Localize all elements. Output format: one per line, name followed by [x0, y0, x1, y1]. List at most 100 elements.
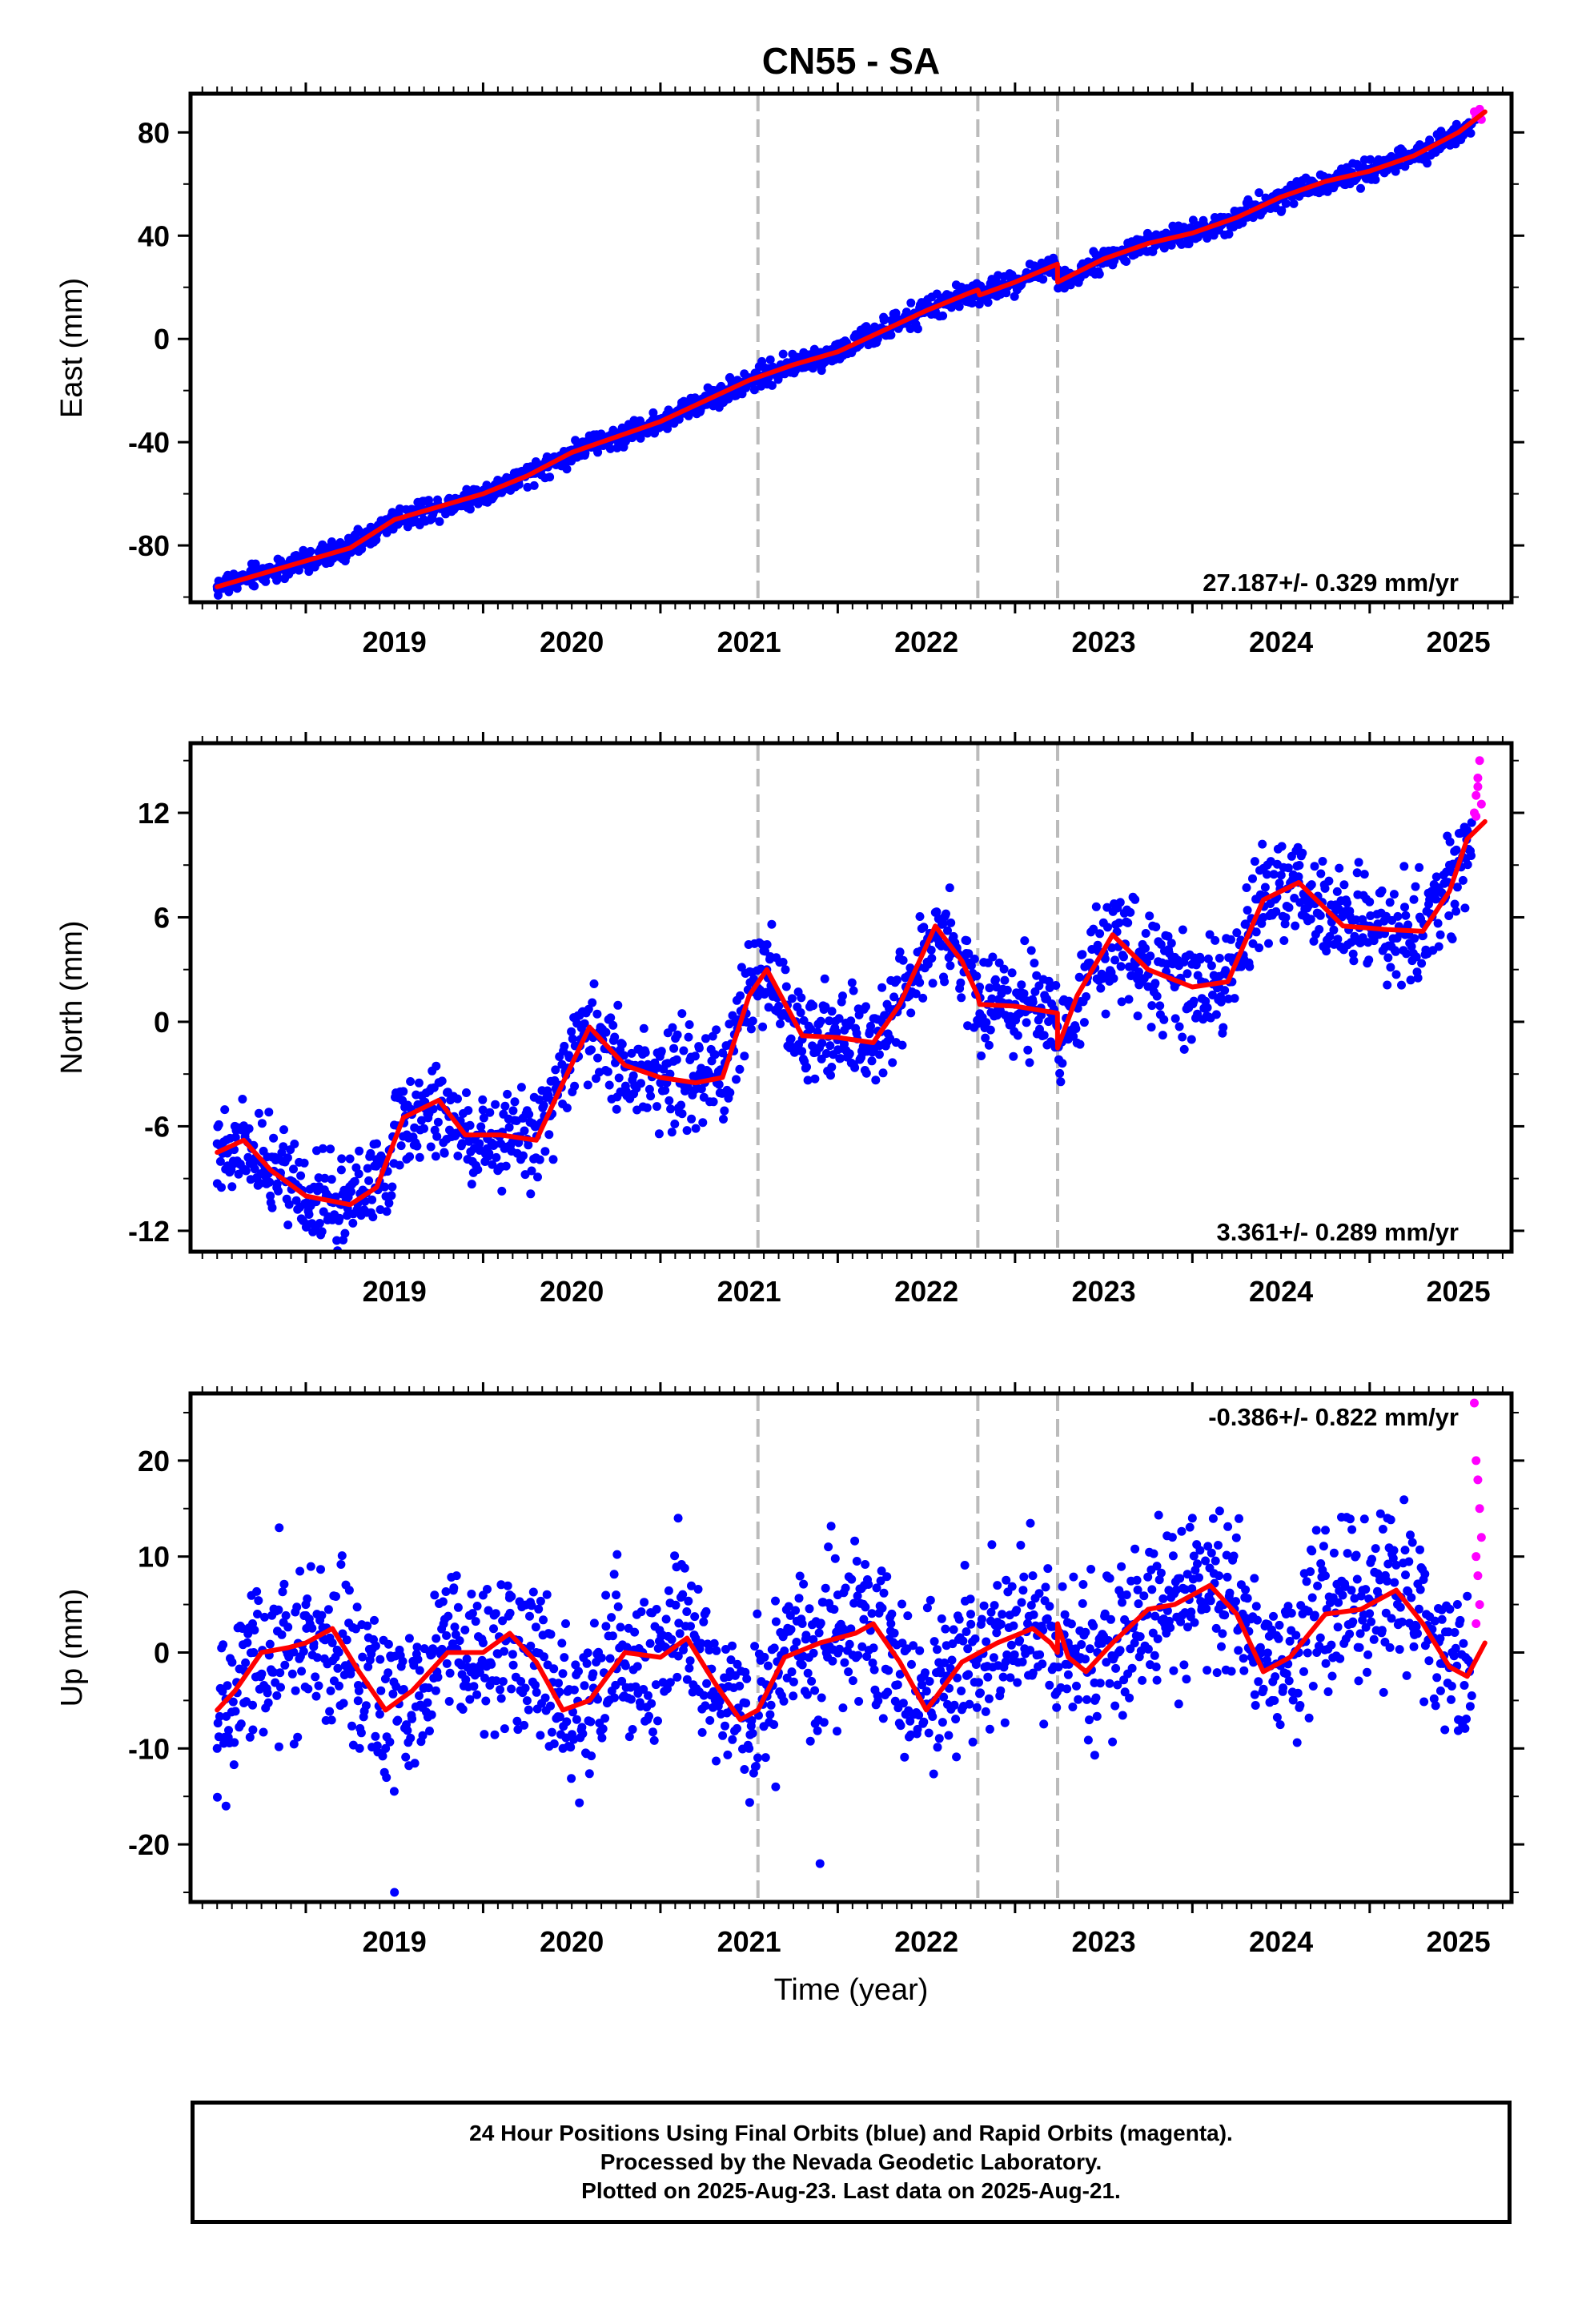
- up-cloud-point: [1253, 1615, 1262, 1625]
- north-cloud-point: [1044, 976, 1054, 986]
- up-cloud-point: [363, 1662, 373, 1671]
- north-cloud-point: [414, 1078, 424, 1088]
- north-cloud-point: [1467, 851, 1476, 860]
- east-cloud-point: [1255, 188, 1264, 198]
- up-cloud-point: [279, 1579, 289, 1589]
- up-cloud-point: [620, 1661, 630, 1671]
- north-cloud-point: [720, 1106, 729, 1116]
- north-cloud-point: [1007, 968, 1017, 978]
- north-cloud-point: [906, 1008, 916, 1018]
- up-cloud-point: [805, 1736, 815, 1746]
- north-cloud-point: [503, 1089, 512, 1099]
- east-cloud-point: [767, 380, 777, 390]
- north-cloud-point: [1020, 936, 1030, 946]
- up-cloud-point: [1271, 1672, 1280, 1682]
- up-cloud-point: [1334, 1598, 1343, 1607]
- up-cloud-point: [622, 1642, 632, 1652]
- up-cloud-point: [652, 1605, 661, 1614]
- up-cloud-point: [1284, 1676, 1294, 1686]
- up-cloud-point: [487, 1659, 496, 1669]
- up-cloud-point: [444, 1611, 453, 1621]
- up-cloud-point: [933, 1743, 942, 1752]
- up-cloud-point: [1319, 1542, 1328, 1551]
- east-x-tick-label: 2022: [894, 625, 958, 658]
- north-cloud-point: [732, 1075, 741, 1084]
- up-cloud-point: [1001, 1657, 1010, 1667]
- up-cloud-point: [630, 1627, 640, 1637]
- up-cloud-point: [990, 1601, 999, 1610]
- north-cloud-point: [588, 998, 597, 1007]
- up-cloud-point: [393, 1715, 403, 1725]
- up-cloud-point: [617, 1676, 627, 1686]
- north-cloud-point: [986, 1025, 995, 1035]
- up-cloud-point: [792, 1638, 801, 1647]
- up-cloud-point: [986, 1607, 996, 1617]
- up-cloud-point: [664, 1586, 673, 1595]
- north-cloud-point: [548, 1155, 558, 1164]
- east-x-tick-label: 2021: [717, 625, 781, 658]
- up-cloud-point: [766, 1700, 776, 1710]
- up-cloud-point: [1345, 1629, 1355, 1638]
- north-cloud-point: [540, 1147, 550, 1156]
- up-cloud-point: [705, 1715, 715, 1725]
- up-cloud-point: [648, 1727, 657, 1737]
- up-cloud-point: [1068, 1703, 1078, 1711]
- up-cloud-point: [824, 1542, 833, 1552]
- north-cloud-point: [1377, 886, 1387, 895]
- up-cloud-point: [223, 1681, 232, 1691]
- up-cloud-point: [1017, 1598, 1026, 1607]
- up-cloud-point: [1185, 1522, 1195, 1532]
- up-cloud-point: [1315, 1633, 1325, 1642]
- up-cloud-point: [644, 1691, 652, 1700]
- north-cloud-point: [1333, 935, 1343, 944]
- up-cloud-point: [1086, 1565, 1096, 1574]
- up-cloud-point: [465, 1695, 475, 1704]
- up-cloud-point: [636, 1607, 646, 1617]
- north-cloud-point: [478, 1105, 488, 1115]
- north-rapid-orbit-point: [1472, 790, 1481, 800]
- north-cloud-point: [762, 940, 772, 949]
- up-cloud-point: [639, 1685, 648, 1694]
- up-cloud-point: [1041, 1582, 1050, 1592]
- up-cloud-point: [489, 1624, 498, 1634]
- north-cloud-point: [1219, 1023, 1228, 1032]
- up-cloud-point: [1002, 1575, 1011, 1585]
- up-cloud-point: [213, 1792, 222, 1802]
- up-cloud-point: [765, 1710, 775, 1719]
- up-cloud-point: [1225, 1588, 1235, 1598]
- east-cloud-point: [690, 393, 700, 403]
- up-cloud-point: [690, 1612, 700, 1622]
- north-cloud-point: [708, 1031, 717, 1041]
- north-cloud-point: [562, 1104, 572, 1112]
- up-cloud-point: [401, 1752, 411, 1762]
- north-cloud-point: [984, 1040, 994, 1050]
- east-cloud-point: [765, 355, 775, 364]
- up-cloud-point: [1222, 1550, 1231, 1560]
- north-cloud-point: [264, 1108, 274, 1117]
- north-rapid-orbit-point: [1475, 756, 1484, 766]
- up-cloud-point: [611, 1680, 620, 1690]
- north-cloud-point: [1178, 1032, 1187, 1042]
- up-cloud-point: [306, 1562, 315, 1571]
- up-cloud-point: [965, 1699, 974, 1709]
- north-cloud-point: [710, 1050, 720, 1059]
- up-cloud-point: [312, 1653, 322, 1663]
- up-cloud-point: [549, 1739, 559, 1748]
- up-cloud-point: [1211, 1623, 1221, 1633]
- up-cloud-point: [709, 1638, 719, 1648]
- up-cloud-point: [844, 1667, 853, 1677]
- north-cloud-point: [1365, 897, 1375, 907]
- up-cloud-point: [215, 1711, 224, 1721]
- north-cloud-point: [415, 1152, 424, 1162]
- up-cloud-point: [287, 1669, 297, 1679]
- east-cloud-point: [880, 315, 889, 324]
- north-cloud-point: [1091, 902, 1101, 911]
- north-cloud-point: [1322, 947, 1331, 956]
- up-cloud-point: [1105, 1574, 1114, 1583]
- north-cloud-point: [1284, 903, 1294, 912]
- up-cloud-point: [580, 1681, 589, 1691]
- up-cloud-point: [326, 1686, 335, 1695]
- up-cloud-point: [1190, 1618, 1199, 1627]
- up-cloud-point: [1092, 1711, 1102, 1721]
- up-cloud-point: [467, 1590, 476, 1598]
